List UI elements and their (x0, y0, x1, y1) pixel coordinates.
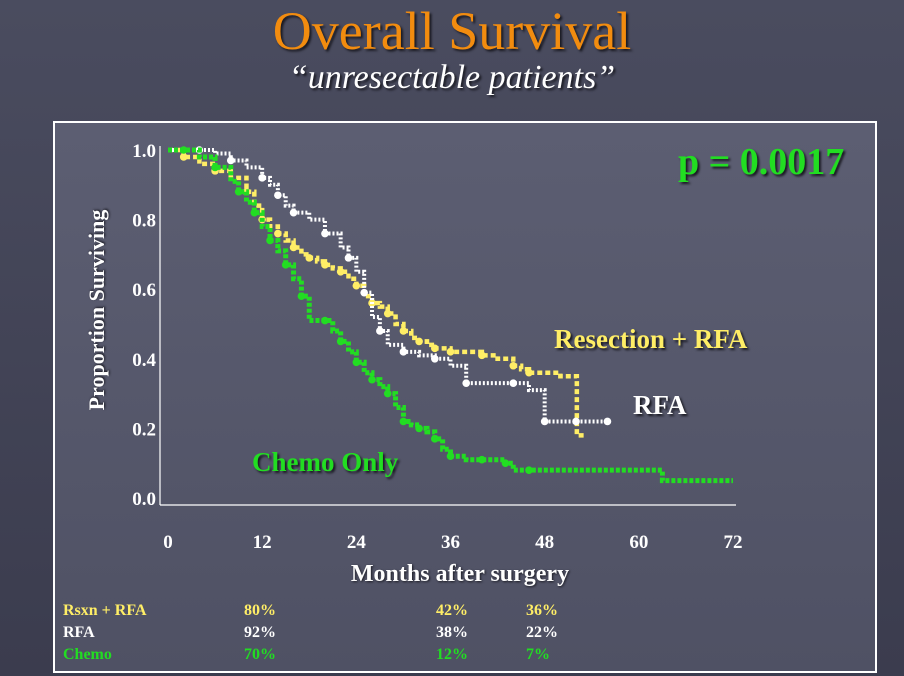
x-tick-label: 60 (629, 532, 648, 553)
series-line-0 (168, 147, 584, 438)
table-cell: 7% (526, 646, 550, 663)
table-row-label: Rsxn + RFA (63, 602, 147, 619)
x-tick-label: 0 (163, 532, 173, 553)
table-cell: 36% (526, 602, 558, 619)
chart-panel (53, 121, 877, 673)
series-line-1 (168, 148, 608, 424)
censor-mark (525, 368, 533, 377)
rfa-series-label: RFA (633, 390, 687, 420)
y-tick-label: 0.2 (132, 419, 156, 440)
x-axis-label: Months after surgery (350, 561, 570, 587)
table-cell: 12% (436, 646, 468, 663)
censor-mark (446, 452, 455, 461)
censor-mark (274, 229, 282, 238)
censor-mark (478, 351, 486, 360)
table-cell: 92% (244, 624, 276, 641)
censor-mark (336, 268, 345, 276)
x-tick-label: 36 (441, 532, 460, 553)
table-cell: 22% (526, 624, 558, 641)
series-line-2 (168, 147, 733, 484)
censor-mark (336, 337, 345, 346)
censor-mark (431, 355, 439, 363)
censor-mark (289, 208, 298, 217)
censor-mark (383, 309, 392, 318)
censor-mark (509, 361, 518, 370)
censor-mark (572, 417, 580, 426)
censor-mark (368, 375, 376, 384)
y-tick-label: 0.8 (132, 211, 156, 232)
y-tick-label: 0.6 (132, 280, 156, 301)
censor-mark (234, 187, 243, 196)
censor-mark (399, 417, 408, 426)
censor-mark (226, 156, 235, 165)
censor-mark (305, 254, 314, 262)
censor-mark (297, 292, 306, 300)
censor-mark (360, 288, 368, 297)
censor-mark (540, 417, 549, 426)
censor-mark (321, 316, 329, 325)
y-tick-label: 0.4 (132, 350, 156, 371)
censor-mark (478, 455, 486, 464)
censor-mark (446, 348, 455, 356)
censor-mark (321, 229, 329, 238)
y-tick-label: 1.0 (132, 141, 156, 162)
page-subtitle: “unresectable patients” (288, 59, 616, 96)
censor-mark (179, 146, 188, 154)
censor-mark (266, 236, 274, 245)
x-tick-label: 72 (724, 532, 743, 553)
censor-mark (415, 424, 423, 433)
censor-mark (376, 327, 384, 335)
y-axis-label: Proportion Surviving (84, 209, 109, 411)
censor-mark (501, 459, 510, 468)
y-tick-label: 0.0 (132, 489, 156, 510)
x-tick-label: 12 (253, 532, 272, 553)
censor-mark (250, 208, 259, 217)
resection-series-label: Resection + RFA (554, 324, 748, 354)
x-tick-label: 48 (535, 532, 554, 553)
censor-mark (344, 254, 353, 262)
censor-mark (462, 379, 470, 387)
censor-mark (525, 466, 533, 474)
table-cell: 80% (244, 602, 276, 619)
censor-mark (289, 243, 298, 252)
censor-mark (399, 327, 408, 335)
table-cell: 70% (244, 646, 276, 663)
table-cell: 38% (436, 624, 468, 641)
censor-mark (258, 174, 266, 182)
censor-mark (383, 389, 392, 398)
censor-mark (321, 261, 329, 269)
censor-mark (415, 337, 423, 346)
censor-mark (211, 163, 219, 172)
page-title: Overall Survival (272, 1, 632, 61)
censor-mark (281, 261, 290, 269)
censor-mark (431, 344, 439, 353)
censor-mark (399, 348, 408, 356)
censor-mark (431, 435, 439, 443)
censor-mark (352, 281, 361, 290)
censor-mark (509, 379, 518, 387)
chemo-series-label: Chemo Only (252, 447, 399, 477)
x-tick-label: 24 (347, 532, 367, 553)
p-value-label: p = 0.0017 (678, 141, 845, 183)
censor-mark (274, 191, 282, 200)
table-row-label: RFA (63, 624, 95, 641)
table-row-label: Chemo (63, 646, 112, 663)
censor-mark (603, 417, 612, 426)
censor-mark (179, 153, 188, 161)
censor-mark (352, 358, 361, 367)
table-cell: 42% (436, 602, 468, 619)
